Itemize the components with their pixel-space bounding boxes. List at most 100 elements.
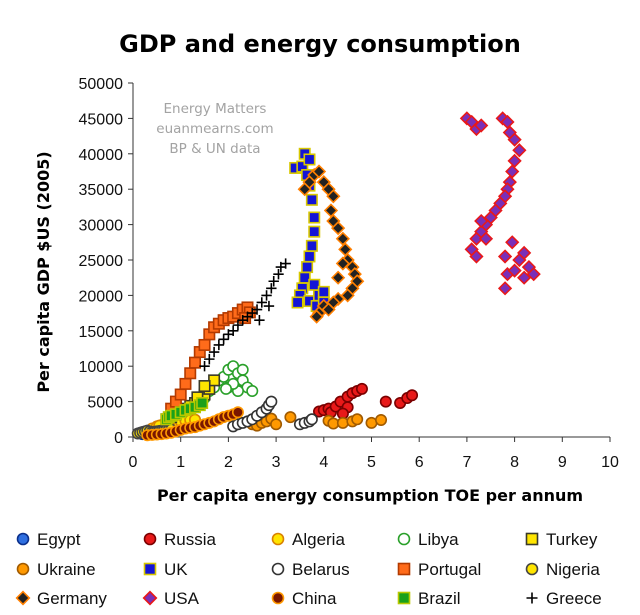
data-point-greece (213, 339, 225, 351)
data-point-germany (323, 203, 339, 218)
data-point-russia (406, 389, 419, 402)
data-point-usa (507, 263, 522, 278)
data-point-portugal (184, 367, 197, 380)
legend-label: Belarus (292, 560, 350, 579)
y-tick-label: 10000 (79, 359, 124, 376)
data-point-portugal (174, 388, 187, 401)
series-russia (313, 382, 419, 420)
legend-label: Portugal (418, 560, 481, 579)
data-point-russia (379, 395, 392, 408)
legend-marker-usa (142, 590, 158, 606)
data-point-russia (355, 382, 368, 395)
data-point-greece (251, 304, 263, 315)
data-point-usa (469, 231, 484, 246)
chart-title: GDP and energy consumption (119, 30, 521, 58)
legend-marker-russia (143, 532, 157, 546)
legend-item-egypt: Egypt (16, 530, 81, 549)
legend-item-libya: Libya (397, 530, 459, 549)
data-point-belarus (265, 395, 278, 408)
data-point-portugal (198, 338, 211, 351)
legend-marker-belarus (271, 562, 285, 576)
data-point-uk (317, 285, 330, 298)
data-point-ukraine (270, 418, 283, 431)
x-tick-label: 2 (224, 454, 233, 471)
legend-label: Libya (418, 530, 459, 549)
data-point-libya (246, 384, 259, 397)
data-point-libya (236, 363, 249, 376)
y-tick-label: 25000 (79, 253, 124, 270)
data-points (131, 111, 541, 442)
y-tick-label: 30000 (79, 218, 124, 235)
data-point-germany (326, 189, 341, 204)
legend-label: Nigeria (546, 560, 600, 579)
legend-item-algeria: Algeria (271, 530, 345, 549)
data-point-uk (301, 261, 314, 274)
legend-marker-china (271, 591, 285, 605)
legend-item-nigeria: Nigeria (525, 560, 600, 579)
legend-item-belarus: Belarus (271, 560, 350, 579)
series-brazil (160, 397, 209, 426)
data-point-portugal (239, 312, 252, 325)
data-point-uk (305, 239, 318, 252)
x-tick-label: 7 (462, 454, 471, 471)
data-point-ukraine (284, 411, 297, 424)
legend-marker-libya (397, 532, 411, 546)
data-point-ukraine (375, 414, 388, 427)
y-tick-label: 15000 (79, 324, 124, 341)
legend: Egypt Russia Algeria Libya Turkey Ukraine UK Be… (15, 530, 602, 608)
legend-item-uk: UK (143, 560, 188, 579)
legend-item-russia: Russia (143, 530, 217, 549)
y-tick-label: 50000 (79, 76, 124, 93)
data-point-belarus (305, 413, 318, 426)
series-belarus (227, 395, 318, 433)
data-point-germany (309, 309, 324, 324)
legend-label: Greece (546, 589, 602, 608)
data-point-greece (268, 276, 279, 287)
x-tick-label: 5 (367, 454, 376, 471)
annotation-line-2: euanmearns.com (156, 121, 273, 137)
series-germany (297, 164, 365, 324)
legend-item-ukraine: Ukraine (16, 560, 96, 579)
data-point-germany (330, 270, 346, 285)
y-tick-label: 40000 (79, 147, 124, 164)
legend-label: Turkey (546, 530, 598, 549)
legend-marker-portugal (397, 562, 411, 576)
data-point-greece (208, 346, 220, 358)
legend-marker-germany (15, 590, 31, 606)
legend-marker-nigeria (525, 562, 539, 576)
legend-marker-brazil (397, 591, 411, 605)
data-point-germany (340, 288, 355, 303)
source-annotation: Energy Matters euanmearns.com BP & UN da… (156, 101, 273, 157)
data-point-greece (263, 300, 275, 312)
data-point-usa (478, 231, 494, 246)
x-tick-label: 4 (319, 454, 328, 471)
data-point-greece (266, 283, 277, 294)
data-point-ukraine (336, 416, 349, 429)
legend-label: Egypt (37, 530, 81, 549)
data-point-greece (199, 361, 210, 372)
series-greece (199, 258, 291, 372)
y-axis-ticks: 0 5000 10000 15000 20000 25000 30000 35000 40000… (79, 76, 133, 447)
data-point-ukraine (351, 413, 364, 426)
data-point-brazil (196, 397, 209, 410)
legend-item-china: China (271, 589, 337, 608)
annotation-line-1: Energy Matters (164, 101, 267, 117)
legend-item-usa: USA (142, 589, 200, 608)
data-point-usa (507, 132, 522, 147)
x-axis-title: Per capita energy consumption TOE per an… (157, 486, 583, 505)
y-tick-label: 35000 (79, 182, 124, 199)
data-point-greece (254, 314, 265, 326)
data-point-greece (280, 258, 291, 269)
annotation-line-3: BP & UN data (169, 141, 260, 157)
data-point-uk (308, 225, 321, 238)
y-tick-label: 0 (114, 430, 123, 447)
x-tick-label: 8 (510, 454, 519, 471)
data-point-uk (291, 296, 304, 309)
data-point-greece (204, 353, 215, 365)
data-point-usa (474, 213, 489, 229)
data-point-uk (303, 250, 316, 263)
y-tick-label: 45000 (79, 111, 124, 128)
data-point-germany (311, 164, 327, 179)
legend-item-turkey: Turkey (525, 530, 598, 549)
data-point-usa (474, 118, 489, 133)
